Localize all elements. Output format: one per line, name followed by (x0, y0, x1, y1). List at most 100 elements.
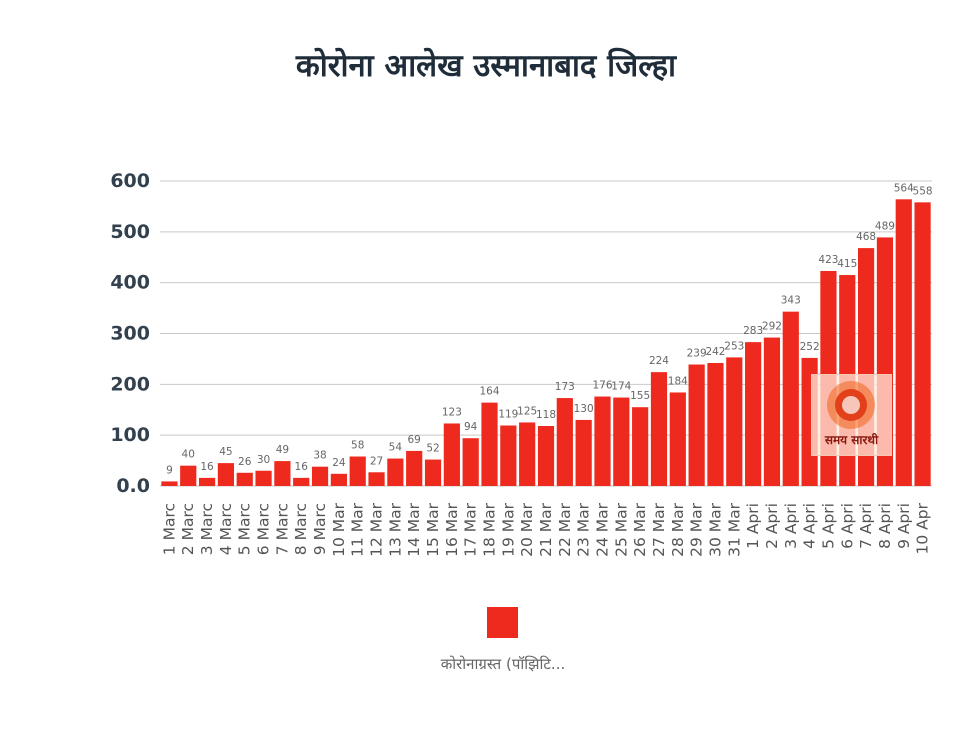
data-label: 45 (219, 446, 232, 458)
data-label: 176 (592, 380, 612, 392)
x-tick-label: 2 Marc (179, 503, 197, 555)
bar (481, 402, 498, 486)
x-tick-label: 16 Mar (443, 502, 461, 557)
x-tick-label: 11 Mar (349, 502, 367, 557)
data-label: 283 (743, 325, 763, 337)
x-tick-label: 8 Marc (292, 503, 310, 555)
bar (914, 202, 931, 486)
x-tick-label: 2 Apri (763, 503, 781, 549)
bar (575, 419, 592, 486)
data-label: 125 (517, 405, 537, 417)
bar (688, 364, 705, 486)
data-label: 52 (426, 443, 439, 455)
data-label: 16 (295, 461, 309, 473)
y-tick-label: 300 (110, 323, 150, 345)
watermark-text: समय सारथी (824, 433, 879, 447)
x-tick-label: 3 Apri (782, 503, 800, 549)
data-label: 242 (705, 346, 725, 358)
data-label: 49 (276, 444, 289, 456)
x-tick-label: 4 Apri (801, 503, 819, 549)
bar (274, 461, 291, 486)
data-label: 184 (668, 375, 688, 387)
bar (198, 477, 216, 486)
data-label: 9 (166, 464, 173, 476)
data-label: 415 (837, 258, 857, 270)
y-tick-label: 200 (110, 373, 150, 395)
x-tick-label: 7 Marc (273, 503, 291, 555)
y-tick-label: 100 (110, 424, 150, 446)
x-tick-label: 6 Apri (838, 503, 856, 549)
x-tick-label: 24 Mar (593, 502, 611, 557)
data-label: 174 (611, 381, 631, 393)
data-label: 468 (856, 231, 876, 243)
bar (406, 450, 423, 486)
x-tick-label: 26 Mar (631, 502, 649, 557)
data-label: 26 (238, 456, 252, 468)
bar (368, 472, 385, 486)
bar (594, 396, 611, 486)
bar (650, 372, 668, 486)
bar (161, 481, 178, 486)
legend-label: कोरोनाग्रस्त (पॉझिटि... (440, 655, 566, 673)
x-tick-label: 9 Apri (895, 503, 913, 549)
x-tick-label: 1 Marc (160, 503, 178, 555)
data-label: 239 (687, 348, 707, 360)
x-tick-label: 21 Mar (537, 502, 555, 557)
x-tick-label: 1 Apri (744, 503, 762, 549)
sun-emblem-icon (827, 381, 875, 429)
bar (349, 456, 366, 486)
x-tick-label: 19 Mar (499, 502, 517, 557)
bar (632, 407, 649, 486)
bar (500, 425, 517, 486)
x-tick-label: 14 Mar (405, 502, 423, 557)
data-label: 224 (649, 355, 669, 367)
y-tick-label: 500 (110, 221, 150, 243)
data-label: 564 (894, 182, 914, 194)
x-tick-label: 3 Marc (198, 503, 216, 555)
x-tick-label: 7 Apri (857, 503, 875, 549)
x-tick-label: 4 Marc (217, 503, 235, 555)
data-label: 69 (408, 434, 421, 446)
data-label: 123 (442, 406, 462, 418)
data-label: 558 (913, 185, 933, 197)
x-tick-label: 23 Mar (575, 502, 593, 557)
data-label: 54 (389, 442, 403, 454)
x-tick-label: 5 Marc (236, 503, 254, 555)
x-tick-label: 17 Mar (462, 502, 480, 557)
bar (180, 465, 197, 486)
watermark-logo: समय सारथी (811, 374, 892, 456)
bar (726, 357, 743, 486)
data-label: 38 (313, 450, 326, 462)
bar (443, 423, 460, 486)
x-tick-label: 10 Mar (330, 502, 348, 557)
x-tick-label: 22 Mar (556, 502, 574, 557)
y-tick-label: 400 (110, 272, 150, 294)
x-tick-label: 13 Mar (386, 502, 404, 557)
y-tick-label: 0.0 (116, 475, 150, 497)
data-label: 489 (875, 220, 895, 232)
x-tick-label: 8 Apri (876, 503, 894, 549)
bar (537, 426, 555, 486)
x-tick-label: 9 Marc (311, 503, 329, 555)
x-tick-label: 15 Mar (424, 502, 442, 557)
x-tick-label: 10 Apr (914, 502, 932, 554)
bar (462, 438, 479, 486)
data-label: 40 (182, 449, 195, 461)
bar (424, 459, 442, 486)
legend-swatch (487, 607, 518, 638)
data-label: 119 (498, 409, 518, 421)
x-tick-label: 29 Mar (688, 502, 706, 557)
bar (745, 342, 762, 486)
bar (217, 463, 234, 486)
bar (895, 199, 912, 487)
x-tick-label: 6 Marc (255, 503, 273, 555)
data-label: 173 (555, 381, 575, 393)
data-label: 24 (332, 457, 346, 469)
bar (782, 311, 799, 486)
bar (707, 362, 724, 486)
bar (311, 466, 329, 486)
bar (236, 472, 253, 486)
y-tick-label: 600 (110, 170, 150, 192)
data-label: 58 (351, 440, 364, 452)
data-label: 164 (479, 386, 499, 398)
